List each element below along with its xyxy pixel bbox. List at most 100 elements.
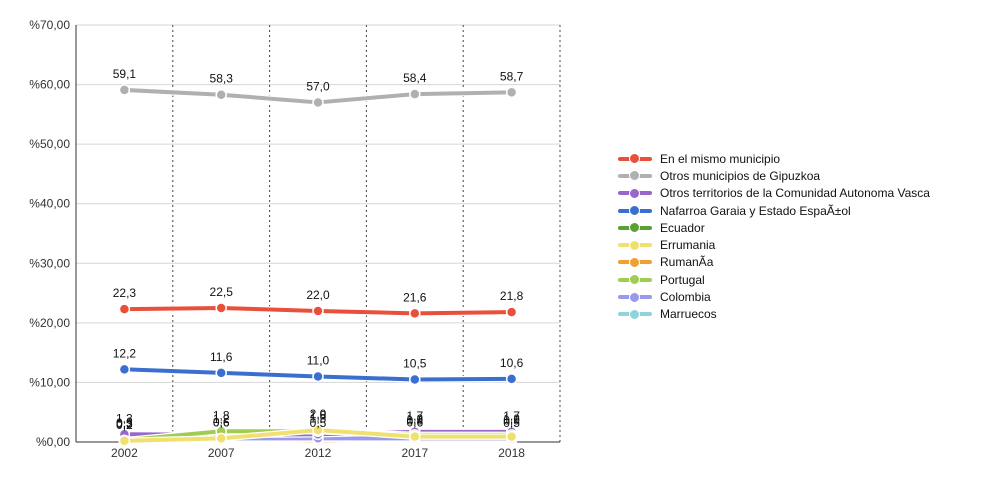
data-label: 0,3 — [116, 417, 133, 431]
data-point — [312, 305, 324, 317]
data-point — [118, 84, 131, 96]
data-label: 0,9 — [503, 414, 520, 428]
legend-swatch-icon — [618, 306, 652, 323]
legend-swatch-icon — [618, 185, 652, 202]
data-point — [215, 432, 227, 445]
data-label: 1,2 — [503, 412, 520, 426]
data-label: 11,0 — [307, 353, 330, 367]
legend-label: Marruecos — [660, 307, 717, 322]
legend-item[interactable]: Errumania — [618, 236, 930, 253]
legend-item[interactable]: Nafarroa Garaia y Estado EspaÃ±ol — [618, 202, 930, 219]
data-point — [409, 373, 421, 386]
data-label: 0,5 — [310, 416, 327, 430]
legend-swatch-icon — [618, 167, 652, 184]
data-label: 10,6 — [500, 356, 524, 370]
series-layer — [118, 84, 518, 448]
legend-item[interactable]: Portugal — [618, 271, 930, 288]
data-point — [409, 88, 421, 100]
data-label: 21,8 — [500, 289, 524, 303]
legend-label: Portugal — [660, 272, 705, 287]
legend-item[interactable]: Otros municipios de Gipuzkoa — [618, 167, 930, 184]
data-label: 22,5 — [210, 285, 234, 299]
y-tick-label: %40,00 — [29, 197, 70, 211]
y-tick-label: %70,00 — [29, 18, 70, 32]
data-point — [505, 430, 518, 443]
data-label: 0,9 — [406, 414, 423, 428]
legend: En el mismo municipio Otros municipios de… — [618, 150, 930, 323]
data-label: 58,4 — [403, 71, 427, 85]
data-point — [505, 86, 518, 99]
data-label: 21,6 — [403, 290, 427, 304]
data-point — [215, 88, 227, 101]
data-point — [312, 370, 324, 383]
data-label: 57,0 — [306, 79, 330, 93]
legend-item[interactable]: RumanÃ­a — [618, 254, 930, 271]
y-tick-label: %50,00 — [29, 137, 70, 151]
legend-label: Colombia — [660, 290, 711, 305]
data-label: 1,7 — [406, 409, 423, 423]
grid-layer — [76, 24, 560, 383]
legend-swatch-icon — [618, 289, 652, 306]
data-point — [505, 373, 518, 385]
y-tick-label: %20,00 — [29, 316, 70, 330]
x-tick-label: 2018 — [498, 446, 525, 460]
legend-item[interactable]: Marruecos — [618, 306, 930, 323]
data-label: 1,2 — [406, 412, 423, 426]
data-point — [312, 96, 324, 109]
legend-item[interactable]: Otros territorios de la Comunidad Autono… — [618, 185, 930, 202]
data-point — [409, 430, 421, 443]
legend-item[interactable]: En el mismo municipio — [618, 150, 930, 167]
data-point — [118, 435, 131, 447]
legend-item[interactable]: Ecuador — [618, 219, 930, 236]
legend-swatch-icon — [618, 202, 652, 219]
data-label: 0,6 — [406, 415, 423, 429]
data-label: 1,8 — [310, 408, 327, 422]
data-label: 1,2 — [213, 412, 230, 426]
data-labels: 22,3 22,5 22,0 21,6 21,8 59,1 58,3 57,0 58,4 58,7… — [113, 67, 524, 432]
data-label: 22,0 — [306, 288, 330, 302]
data-point — [215, 302, 227, 314]
data-point — [118, 303, 131, 315]
x-tick-label: 2017 — [401, 446, 428, 460]
data-point — [505, 306, 518, 318]
x-tick-label: 2007 — [208, 446, 235, 460]
data-label: 2,0 — [310, 407, 327, 421]
y-tick-label: %0,00 — [36, 435, 70, 449]
data-point — [118, 363, 131, 376]
legend-swatch-icon — [618, 271, 652, 288]
x-tick-label: 2002 — [111, 446, 138, 460]
legend-swatch-icon — [618, 254, 652, 271]
data-label: 59,1 — [113, 67, 137, 81]
data-label: 58,7 — [500, 69, 524, 83]
data-label: 0,5 — [503, 416, 520, 430]
series-5 — [118, 424, 518, 447]
legend-label: Errumania — [660, 238, 716, 253]
legend-label: Otros territorios de la Comunidad Autono… — [660, 186, 930, 201]
legend-label: RumanÃ­a — [660, 255, 714, 270]
data-label: 22,3 — [113, 286, 137, 300]
legend-label: Otros municipios de Gipuzkoa — [660, 168, 821, 183]
legend-item[interactable]: Colombia — [618, 288, 930, 305]
data-label: 58,3 — [210, 72, 234, 86]
data-point — [215, 367, 227, 379]
data-label: 0,6 — [213, 415, 230, 429]
legend-label: En el mismo municipio — [660, 151, 781, 166]
series-0 — [118, 302, 518, 320]
data-label: 0,6 — [213, 415, 230, 429]
series-1 — [118, 84, 518, 109]
data-label: 12,2 — [113, 346, 137, 360]
legend-label: Nafarroa Garaia y Estado EspaÃ±ol — [660, 203, 851, 218]
legend-swatch-icon — [618, 237, 652, 254]
y-tick-labels: %0,00 %10,00 %20,00 %30,00 %40,00 %50,00 %60,0… — [29, 18, 70, 449]
y-tick-label: %30,00 — [29, 256, 70, 270]
y-tick-label: %60,00 — [29, 78, 70, 92]
data-label: 1,7 — [503, 409, 520, 423]
legend-swatch-icon — [618, 150, 652, 167]
y-tick-label: %10,00 — [29, 375, 70, 389]
legend-swatch-icon — [618, 219, 652, 236]
x-tick-label: 2012 — [305, 446, 332, 460]
data-label: 10,5 — [403, 356, 427, 370]
x-tick-labels: 2002 2007 2012 2017 2018 — [111, 446, 525, 460]
data-label: 1,8 — [213, 408, 230, 422]
